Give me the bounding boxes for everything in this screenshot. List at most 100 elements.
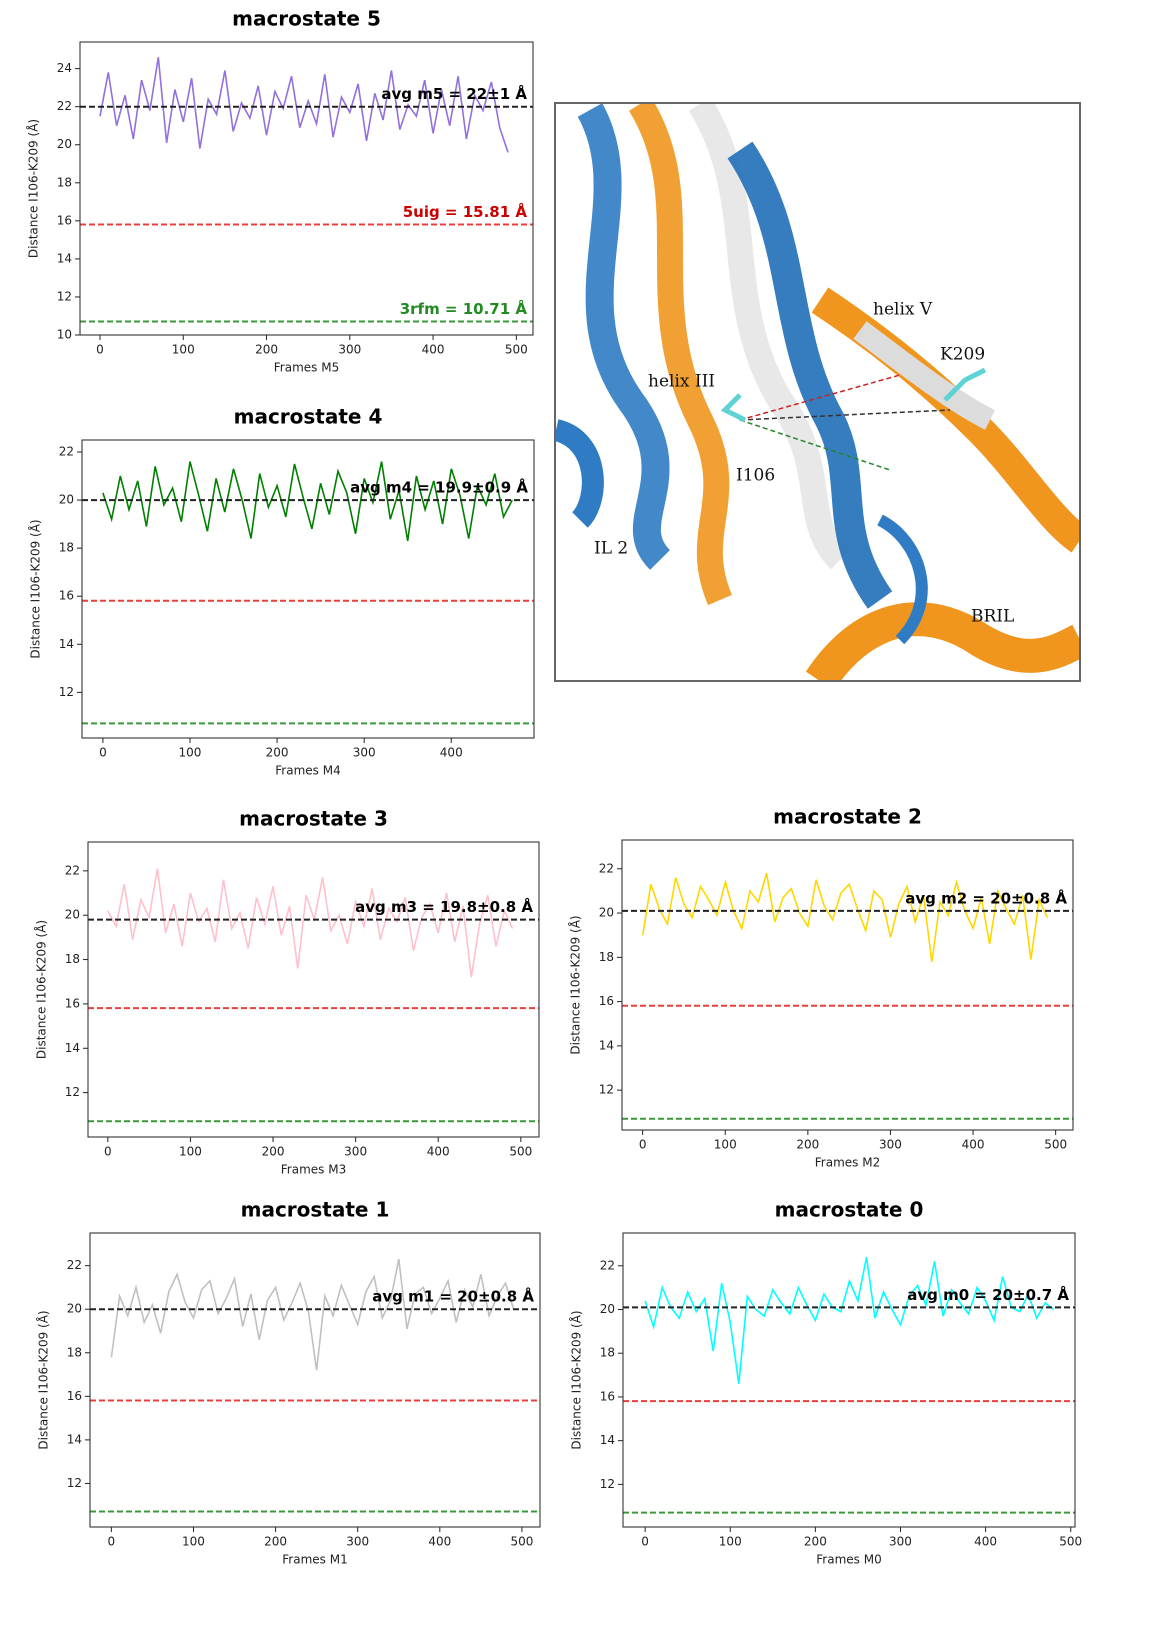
y-tick-label: 14: [599, 1038, 614, 1052]
y-tick-label: 12: [599, 1083, 614, 1097]
x-tick-label: 500: [505, 343, 528, 357]
y-tick-label: 18: [65, 952, 80, 966]
reference-label: avg m3 = 19.8±0.8 Å: [355, 897, 533, 916]
chart: macrostate 1 Frames M1 Distance I106-K209 …: [36, 1198, 541, 1567]
y-tick-label: 14: [57, 251, 72, 265]
y-tick-label: 12: [59, 685, 74, 699]
y-tick-label: 16: [67, 1389, 82, 1403]
y-tick-label: 12: [67, 1476, 82, 1490]
y-tick-label: 10: [57, 328, 72, 342]
y-tick-label: 20: [600, 1302, 615, 1316]
x-axis-label: Frames M5: [274, 361, 339, 375]
x-tick-label: 500: [1044, 1138, 1067, 1152]
y-axis-label: Distance I106-K209 (Å): [26, 119, 41, 258]
y-tick-label: 12: [600, 1477, 615, 1491]
y-tick-label: 22: [600, 1258, 615, 1272]
x-axis-label: Frames M4: [275, 764, 340, 778]
chart: macrostate 5 Frames M5 Distance I106-K209 …: [26, 7, 534, 375]
y-axis-label: Distance I106-K209 (Å): [569, 1310, 584, 1449]
y-axis-label: Distance I106-K209 (Å): [36, 1310, 51, 1449]
plot-frame: [89, 1232, 541, 1528]
chart-title: macrostate 3: [239, 807, 388, 831]
x-tick-label: 100: [179, 1145, 202, 1159]
y-tick-label: 18: [599, 950, 614, 964]
y-tick-label: 14: [65, 1041, 80, 1055]
y-tick-label: 22: [599, 861, 614, 875]
x-tick-label: 300: [879, 1138, 902, 1152]
x-tick-label: 400: [440, 746, 463, 760]
plot-frame: [87, 841, 540, 1138]
x-axis-label: Frames M2: [815, 1156, 880, 1170]
chart: macrostate 4 Frames M4 Distance I106-K209 …: [28, 405, 535, 778]
x-tick-label: 400: [974, 1535, 997, 1549]
y-tick-label: 12: [57, 289, 72, 303]
x-tick-label: 100: [719, 1535, 742, 1549]
y-tick-label: 24: [57, 61, 72, 75]
chart-title: macrostate 0: [775, 1198, 924, 1222]
structure-label: IL 2: [594, 539, 628, 559]
data-line: [107, 868, 514, 978]
x-axis-label: Frames M0: [816, 1553, 881, 1567]
plot-frame: [81, 439, 535, 739]
data-line: [641, 872, 1049, 962]
x-tick-label: 500: [509, 1145, 532, 1159]
y-axis-label: Distance I106-K209 (Å): [28, 519, 43, 658]
reference-label: avg m5 = 22±1 Å: [381, 84, 527, 103]
x-tick-label: 200: [264, 1535, 287, 1549]
reference-label: 3rfm = 10.71 Å: [400, 299, 528, 318]
y-tick-label: 18: [600, 1346, 615, 1360]
x-tick-label: 100: [182, 1535, 205, 1549]
y-tick-label: 16: [599, 994, 614, 1008]
chart-title: macrostate 4: [234, 405, 383, 429]
y-axis-label: Distance I106-K209 (Å): [34, 920, 49, 1059]
y-tick-label: 20: [599, 906, 614, 920]
structure-label: helix III: [648, 372, 715, 392]
y-tick-label: 20: [57, 137, 72, 151]
x-tick-label: 200: [804, 1535, 827, 1549]
y-tick-label: 20: [65, 908, 80, 922]
data-line: [102, 461, 513, 542]
data-line: [99, 57, 509, 153]
ribbons: [556, 104, 1079, 680]
reference-label: avg m2 = 20±0.8 Å: [905, 888, 1067, 907]
x-tick-label: 500: [510, 1535, 533, 1549]
y-tick-label: 18: [67, 1345, 82, 1359]
y-tick-label: 16: [600, 1389, 615, 1403]
chart-title: macrostate 2: [773, 805, 922, 829]
structure-label: helix V: [873, 300, 933, 320]
reference-label: 5uig = 15.81 Å: [403, 202, 528, 221]
structure-label: BRIL: [971, 607, 1014, 627]
y-tick-label: 14: [59, 637, 74, 651]
data-line: [644, 1256, 1055, 1384]
x-tick-label: 0: [108, 1535, 116, 1549]
x-tick-label: 200: [262, 1145, 285, 1159]
y-tick-label: 16: [59, 589, 74, 603]
chart-title: macrostate 5: [232, 7, 381, 31]
x-tick-label: 400: [428, 1535, 451, 1549]
x-tick-label: 0: [96, 343, 104, 357]
y-tick-label: 22: [67, 1258, 82, 1272]
x-tick-label: 400: [427, 1145, 450, 1159]
structure-label: K209: [940, 345, 985, 365]
x-tick-label: 0: [639, 1138, 647, 1152]
x-tick-label: 300: [346, 1535, 369, 1549]
x-tick-label: 300: [338, 343, 361, 357]
x-tick-label: 100: [172, 343, 195, 357]
x-tick-label: 200: [255, 343, 278, 357]
y-tick-label: 22: [65, 863, 80, 877]
chart-title: macrostate 1: [241, 1198, 390, 1222]
x-tick-label: 0: [104, 1145, 112, 1159]
x-tick-label: 0: [641, 1535, 649, 1549]
x-tick-label: 0: [99, 746, 107, 760]
plot-frame: [79, 41, 534, 336]
reference-label: avg m0 = 20±0.7 Å: [907, 1285, 1069, 1304]
x-axis-label: Frames M3: [281, 1163, 346, 1177]
y-tick-label: 14: [600, 1433, 615, 1447]
y-tick-label: 18: [59, 541, 74, 555]
y-axis-label: Distance I106-K209 (Å): [568, 915, 583, 1054]
y-tick-label: 22: [57, 99, 72, 113]
y-tick-label: 16: [57, 213, 72, 227]
x-tick-label: 300: [353, 746, 376, 760]
chart: macrostate 2 Frames M2 Distance I106-K209 …: [568, 805, 1074, 1170]
